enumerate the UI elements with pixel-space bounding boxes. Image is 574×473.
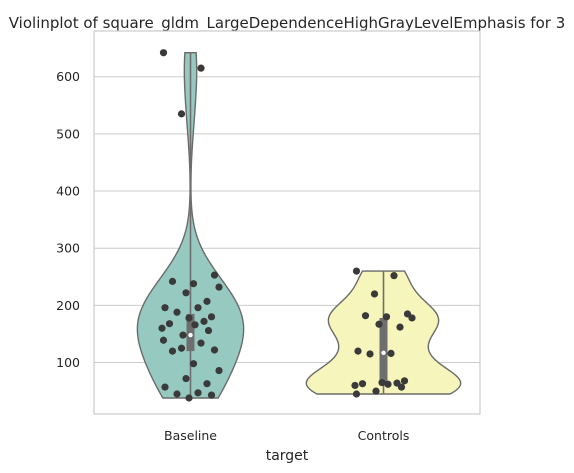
data-point-baseline xyxy=(177,344,186,352)
y-tick-label-600: 600 xyxy=(56,69,80,84)
x-tick-labels: Baseline Controls xyxy=(164,428,409,443)
data-point-controls xyxy=(408,314,416,322)
data-point-baseline xyxy=(203,380,211,388)
y-tick-label-300: 300 xyxy=(56,241,80,256)
data-point-baseline xyxy=(159,49,168,57)
data-point-baseline xyxy=(185,314,193,322)
y-tick-labels: 100 200 300 400 500 600 xyxy=(56,69,80,370)
violins xyxy=(136,52,462,399)
data-point-controls xyxy=(400,377,409,385)
data-point-baseline xyxy=(161,304,169,312)
data-point-controls xyxy=(375,320,383,328)
data-point-baseline xyxy=(215,283,223,291)
data-point-baseline xyxy=(158,324,166,332)
data-point-controls xyxy=(372,387,380,395)
median-marker-controls xyxy=(381,350,386,356)
data-point-controls xyxy=(390,272,398,280)
data-point-baseline xyxy=(204,326,213,335)
y-tick-label-200: 200 xyxy=(56,298,80,313)
data-point-baseline xyxy=(179,331,187,339)
plot-frame xyxy=(93,30,481,415)
data-point-baseline xyxy=(203,297,211,305)
data-point-baseline xyxy=(207,391,216,399)
median-marker-baseline xyxy=(188,332,193,338)
data-point-controls xyxy=(361,312,370,320)
data-point-baseline xyxy=(194,389,202,397)
y-tick-label-100: 100 xyxy=(56,355,80,370)
data-point-baseline xyxy=(165,320,174,328)
data-point-controls xyxy=(358,380,367,388)
data-point-baseline xyxy=(161,383,169,391)
data-point-baseline xyxy=(200,317,208,325)
data-point-baseline xyxy=(173,390,181,398)
data-point-controls xyxy=(352,390,361,398)
boxes xyxy=(186,52,388,398)
data-point-baseline xyxy=(177,110,186,118)
data-point-baseline xyxy=(173,308,181,316)
data-point-baseline xyxy=(210,271,219,279)
iqr-box-baseline xyxy=(186,313,195,352)
data-point-baseline xyxy=(182,289,190,297)
data-point-controls xyxy=(354,347,362,355)
y-tick-label-500: 500 xyxy=(56,126,80,141)
data-point-baseline xyxy=(207,313,216,321)
data-point-controls xyxy=(384,380,392,388)
data-point-baseline xyxy=(189,360,198,368)
data-point-baseline xyxy=(189,280,198,288)
y-tick-label-400: 400 xyxy=(56,184,80,199)
data-point-controls xyxy=(396,323,404,331)
data-point-baseline xyxy=(159,336,168,344)
data-point-baseline xyxy=(182,374,190,383)
data-point-controls xyxy=(397,383,406,391)
data-point-baseline xyxy=(185,394,193,402)
data-point-controls xyxy=(378,378,386,387)
data-point-baseline xyxy=(168,347,177,355)
data-point-controls xyxy=(351,381,359,390)
data-point-controls xyxy=(387,349,395,358)
x-tick-label-baseline: Baseline xyxy=(164,428,217,443)
data-point-baseline xyxy=(168,277,177,285)
data-point-baseline xyxy=(194,304,202,312)
data-point-baseline xyxy=(191,321,199,329)
data-point-baseline xyxy=(197,339,205,347)
x-axis-label: target xyxy=(266,448,309,464)
data-point-controls xyxy=(370,290,379,298)
data-point-baseline xyxy=(215,366,223,375)
data-point-baseline xyxy=(197,64,205,72)
data-point-controls xyxy=(352,267,361,275)
x-tick-label-controls: Controls xyxy=(358,428,410,443)
data-point-controls xyxy=(382,313,391,321)
points xyxy=(158,49,416,402)
chart-title: Violinplot of square_gldm_LargeDependenc… xyxy=(9,14,566,33)
data-point-controls xyxy=(366,350,374,358)
data-point-baseline xyxy=(210,346,219,354)
